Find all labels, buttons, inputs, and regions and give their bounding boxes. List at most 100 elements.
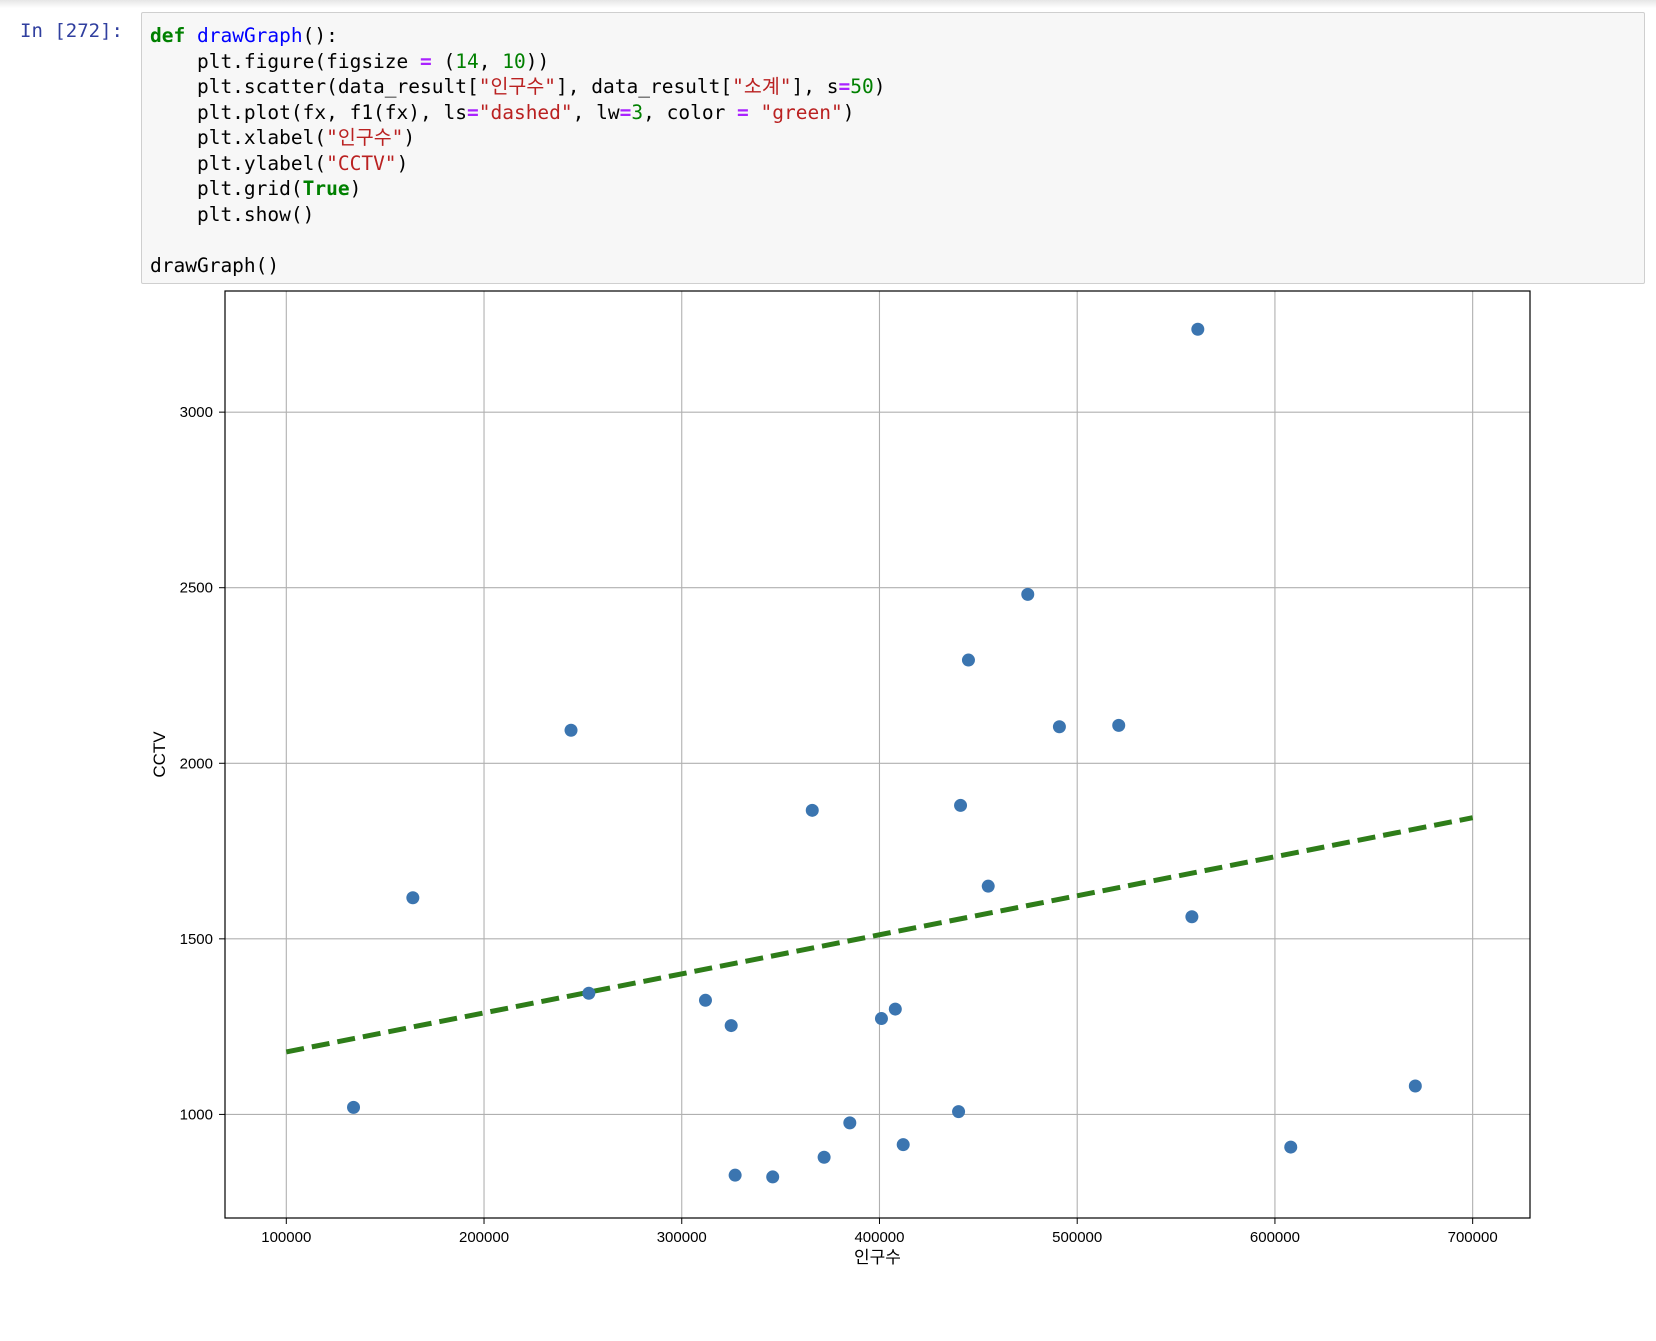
code-token: "CCTV" <box>326 151 397 175</box>
code-line: plt.plot(fx, f1(fx), ls="dashed", lw=3, … <box>150 100 855 124</box>
code-token: "green" <box>760 100 843 124</box>
scatter-point <box>1191 322 1205 336</box>
code-line: plt.scatter(data_result["인구수"], data_res… <box>150 75 886 98</box>
y-tick-label: 3000 <box>180 404 213 421</box>
x-tick-label: 700000 <box>1448 1229 1498 1246</box>
x-tick-label: 300000 <box>657 1229 707 1246</box>
code-token: = <box>466 100 479 124</box>
axis-ticks: 100000 200000 300000 400000 500000 600000 7000… <box>180 404 1498 1246</box>
x-tick-label: 200000 <box>459 1229 509 1246</box>
y-axis-label: CCTV <box>150 731 169 778</box>
code-token: ) <box>396 151 409 175</box>
trend-line <box>285 815 1474 1055</box>
code-token: 3 <box>631 100 644 124</box>
code-token: 50 <box>850 75 874 98</box>
scatter-point <box>698 993 712 1007</box>
scatter-point <box>766 1170 780 1184</box>
scatter-point <box>888 1002 902 1016</box>
code-token: ], s <box>791 75 839 98</box>
code-token: "소계" <box>732 75 792 98</box>
scatter-point <box>564 723 578 737</box>
code-token: ], data_result[ <box>556 75 733 98</box>
plot-frame <box>224 290 1531 1219</box>
code-token: )) <box>525 49 550 73</box>
code-token: ) <box>842 100 855 124</box>
scatter-point <box>1284 1140 1298 1154</box>
code-line: plt.grid(True) <box>150 177 361 200</box>
scatter-point <box>1112 718 1126 732</box>
scatter-point <box>1052 720 1066 734</box>
code-token: plt.grid( <box>150 177 303 200</box>
scatter-point <box>874 1012 888 1026</box>
x-tick-label: 600000 <box>1250 1229 1300 1246</box>
notebook-top-edge <box>0 0 1656 8</box>
scatter-point <box>981 879 995 893</box>
code-line: plt.xlabel("인구수") <box>150 126 415 149</box>
scatter-point <box>1021 587 1035 601</box>
x-tick-label: 400000 <box>854 1229 904 1246</box>
code-token: def <box>150 24 186 47</box>
scatter-point <box>896 1138 910 1152</box>
code-token: = <box>619 100 632 124</box>
scatter-point <box>843 1116 857 1130</box>
code-token: drawGraph() <box>150 253 280 277</box>
scatter-point <box>347 1100 361 1114</box>
code-token: drawGraph <box>196 24 303 47</box>
x-tick-label: 100000 <box>261 1229 311 1246</box>
code-token: "dashed" <box>478 100 573 124</box>
code-token: 10 <box>502 49 526 73</box>
code-token: plt.xlabel( <box>150 126 327 149</box>
code-line: plt.show() <box>150 203 314 226</box>
scatter-point <box>724 1019 738 1033</box>
code-line: plt.ylabel("CCTV") <box>150 152 408 175</box>
code-cell-editor[interactable]: def drawGraph(): plt.figure(figsize = (1… <box>141 12 1645 284</box>
code-token: "인구수" <box>478 75 557 98</box>
y-tick-label: 2000 <box>180 755 213 772</box>
code-token: = <box>838 75 851 98</box>
scatter-point <box>961 653 975 667</box>
code-token: ( <box>431 49 456 73</box>
y-tick-label: 1500 <box>180 931 213 948</box>
code-text[interactable]: def drawGraph(): plt.figure(figsize = (1… <box>150 23 885 278</box>
grid-lines <box>225 291 1530 1218</box>
scatter-chart: 100000 200000 300000 400000 500000 600000 7000… <box>150 290 1531 1267</box>
code-token: plt.ylabel( <box>150 151 327 175</box>
code-token <box>185 24 197 47</box>
code-line: drawGraph() <box>150 254 279 277</box>
scatter-point <box>954 798 968 812</box>
code-token: True <box>302 177 350 200</box>
code-token: , color <box>643 100 738 124</box>
code-token <box>749 101 761 124</box>
code-token: plt.figure(figsize <box>150 49 421 73</box>
code-line: plt.figure(figsize = (14, 10)) <box>150 50 549 73</box>
code-token: "인구수" <box>326 126 404 149</box>
cell-output: 100000 200000 300000 400000 500000 600000 7000… <box>141 290 1651 1336</box>
scatter-point <box>952 1105 966 1119</box>
y-tick-label: 2500 <box>180 580 213 597</box>
scatter-point <box>406 891 420 905</box>
scatter-points <box>347 322 1422 1184</box>
code-token: ) <box>873 75 886 98</box>
code-token: = <box>420 49 432 73</box>
code-token: 14 <box>455 49 479 73</box>
code-token: ) <box>349 177 362 200</box>
cell-prompt: In [272]: <box>20 20 123 42</box>
code-token: , <box>478 49 503 73</box>
code-token: = <box>737 100 749 124</box>
code-token: plt.scatter(data_result[ <box>150 75 479 98</box>
code-token: ) <box>403 126 416 149</box>
code-token: , lw <box>572 100 620 124</box>
scatter-point <box>805 803 819 817</box>
code-token: plt.show() <box>150 202 315 226</box>
code-token: (): <box>302 24 338 47</box>
x-tick-label: 500000 <box>1052 1229 1102 1246</box>
trend-line-layer <box>285 815 1474 1055</box>
scatter-point <box>1408 1079 1422 1093</box>
scatter-point <box>1185 910 1199 924</box>
y-tick-label: 1000 <box>180 1106 213 1123</box>
code-line: def drawGraph(): <box>150 24 338 47</box>
code-token: plt.plot(fx, f1(fx), ls <box>150 100 467 124</box>
x-axis-label: 인구수 <box>854 1248 901 1267</box>
scatter-point <box>728 1168 742 1182</box>
scatter-point <box>817 1150 831 1164</box>
